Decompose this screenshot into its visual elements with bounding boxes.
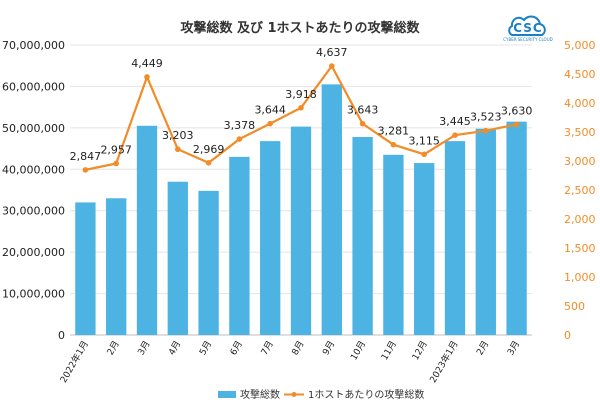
bar xyxy=(290,126,312,335)
left-tick-label: 10,000,000 xyxy=(2,288,65,301)
csc-logo: CSC CYBER SECURITY CLOUD xyxy=(503,15,553,42)
chart-title: 攻撃総数 及び 1ホストあたりの攻撃総数 xyxy=(180,20,420,36)
left-tick-label: 50,000,000 xyxy=(2,122,65,135)
bar xyxy=(136,125,158,336)
right-tick-label: 3,000 xyxy=(564,155,596,168)
x-tick-label: 8月 xyxy=(290,339,307,357)
data-label: 3,281 xyxy=(378,125,410,138)
logo-subtext: CYBER SECURITY CLOUD xyxy=(503,37,552,42)
line-point xyxy=(452,132,458,138)
bar xyxy=(475,128,496,335)
line-point xyxy=(513,121,520,128)
data-label: 3,378 xyxy=(224,119,256,132)
left-tick-label: 30,000,000 xyxy=(2,205,65,218)
bar xyxy=(444,141,466,335)
right-tick-label: 2,500 xyxy=(564,184,596,197)
line-point xyxy=(390,141,397,148)
line-point xyxy=(144,74,150,80)
legend-line-label: 1ホストあたりの攻撃総数 xyxy=(308,388,424,401)
right-tick-label: 1,000 xyxy=(564,271,596,284)
line-point xyxy=(421,151,428,158)
right-tick-label: 0 xyxy=(564,329,571,342)
left-tick-label: 70,000,000 xyxy=(2,39,65,52)
left-axis-ticks: 0 10,000,000 20,000,000 30,000,000 40,000,00… xyxy=(2,39,65,342)
x-tick-label: 2月 xyxy=(475,339,492,357)
line-point xyxy=(82,167,89,173)
line-point xyxy=(359,120,366,127)
right-axis-ticks: 0 500 1,000 1,500 2,000 2,500 3,000 3,500 4,000 4… xyxy=(564,39,596,342)
bar-series xyxy=(75,84,527,336)
line-point xyxy=(236,136,243,142)
x-tick-label: 2022年1月 xyxy=(57,339,91,385)
x-tick-label: 3月 xyxy=(136,339,153,357)
bar xyxy=(106,198,127,335)
data-label: 2,957 xyxy=(100,143,132,156)
bar xyxy=(167,181,188,335)
right-tick-label: 4,000 xyxy=(564,97,596,110)
right-tick-label: 500 xyxy=(564,300,585,313)
legend-bar-swatch xyxy=(218,391,236,398)
bar xyxy=(229,156,250,335)
data-label: 2,847 xyxy=(70,150,102,163)
bar xyxy=(321,84,342,335)
data-label: 3,918 xyxy=(285,88,317,101)
data-label: 3,203 xyxy=(162,129,194,142)
data-label: 3,445 xyxy=(439,115,471,128)
x-tick-label: 2023年1月 xyxy=(427,339,461,385)
logo-text: CSC xyxy=(513,21,542,35)
data-label: 2,969 xyxy=(193,143,225,156)
x-tick-label: 7月 xyxy=(259,339,276,357)
bar xyxy=(414,163,435,335)
x-tick-label: 3月 xyxy=(505,339,522,357)
line-point xyxy=(298,104,304,111)
bar xyxy=(352,136,373,335)
x-tick-label: 10月 xyxy=(348,339,368,362)
line-point xyxy=(267,120,274,127)
data-label: 3,115 xyxy=(408,134,440,147)
x-tick-label: 12月 xyxy=(410,339,430,362)
right-tick-label: 2,000 xyxy=(564,213,596,226)
bar xyxy=(198,190,219,335)
right-tick-label: 4,500 xyxy=(564,68,596,81)
left-tick-label: 20,000,000 xyxy=(2,246,65,259)
data-label: 4,449 xyxy=(131,57,163,70)
legend: 攻撃総数 1ホストあたりの攻撃総数 xyxy=(218,388,424,401)
left-tick-label: 60,000,000 xyxy=(2,80,65,93)
x-tick-label: 4月 xyxy=(167,339,184,357)
line-point xyxy=(113,160,119,167)
data-label: 3,643 xyxy=(347,104,379,117)
line-point xyxy=(205,159,212,166)
legend-bar-label: 攻撃総数 xyxy=(240,388,280,401)
left-tick-label: 40,000,000 xyxy=(2,163,65,176)
line-point xyxy=(329,63,335,69)
right-tick-label: 3,500 xyxy=(564,126,596,139)
legend-line-marker xyxy=(291,392,297,397)
bar xyxy=(506,121,527,336)
bar xyxy=(260,141,281,335)
x-tick-label: 9月 xyxy=(321,339,338,357)
line-point xyxy=(483,127,489,134)
right-tick-label: 5,000 xyxy=(564,39,596,52)
line-point xyxy=(175,146,181,153)
bar xyxy=(383,154,404,335)
cloud-icon xyxy=(508,15,546,36)
x-tick-label: 11月 xyxy=(379,339,399,362)
data-label: 3,630 xyxy=(501,104,533,117)
data-label: 4,637 xyxy=(316,46,348,59)
left-tick-label: 0 xyxy=(58,329,65,342)
x-tick-label: 5月 xyxy=(197,339,214,357)
right-tick-label: 1,500 xyxy=(564,242,596,255)
x-tick-label: 6月 xyxy=(228,339,245,357)
bar xyxy=(75,202,96,335)
data-label: 3,523 xyxy=(470,111,502,124)
x-tick-label: 2月 xyxy=(105,339,122,357)
data-label: 3,644 xyxy=(254,104,286,117)
